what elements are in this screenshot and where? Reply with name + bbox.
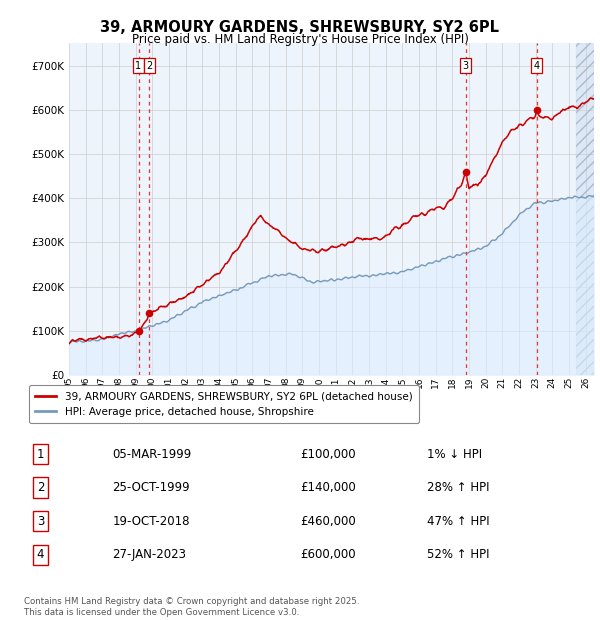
Text: 05-MAR-1999: 05-MAR-1999 — [112, 448, 191, 461]
Text: 25-OCT-1999: 25-OCT-1999 — [112, 481, 190, 494]
Text: Price paid vs. HM Land Registry's House Price Index (HPI): Price paid vs. HM Land Registry's House … — [131, 33, 469, 46]
Text: 1% ↓ HPI: 1% ↓ HPI — [427, 448, 482, 461]
Text: 3: 3 — [463, 61, 469, 71]
Text: 28% ↑ HPI: 28% ↑ HPI — [427, 481, 490, 494]
Text: 3: 3 — [37, 515, 44, 528]
Text: £100,000: £100,000 — [300, 448, 356, 461]
Text: 4: 4 — [37, 548, 44, 561]
Text: 39, ARMOURY GARDENS, SHREWSBURY, SY2 6PL: 39, ARMOURY GARDENS, SHREWSBURY, SY2 6PL — [101, 20, 499, 35]
Text: Contains HM Land Registry data © Crown copyright and database right 2025.
This d: Contains HM Land Registry data © Crown c… — [24, 598, 359, 617]
Text: 1: 1 — [37, 448, 44, 461]
Legend: 39, ARMOURY GARDENS, SHREWSBURY, SY2 6PL (detached house), HPI: Average price, d: 39, ARMOURY GARDENS, SHREWSBURY, SY2 6PL… — [29, 385, 419, 423]
Text: 47% ↑ HPI: 47% ↑ HPI — [427, 515, 490, 528]
Text: 2: 2 — [37, 481, 44, 494]
Text: 1: 1 — [136, 61, 142, 71]
Bar — [576, 43, 594, 375]
Text: £460,000: £460,000 — [300, 515, 356, 528]
Text: £600,000: £600,000 — [300, 548, 356, 561]
Text: 19-OCT-2018: 19-OCT-2018 — [112, 515, 190, 528]
Bar — [576, 43, 594, 375]
Text: 4: 4 — [534, 61, 540, 71]
Text: 27-JAN-2023: 27-JAN-2023 — [112, 548, 187, 561]
Text: 52% ↑ HPI: 52% ↑ HPI — [427, 548, 490, 561]
Text: 2: 2 — [146, 61, 152, 71]
Text: £140,000: £140,000 — [300, 481, 356, 494]
